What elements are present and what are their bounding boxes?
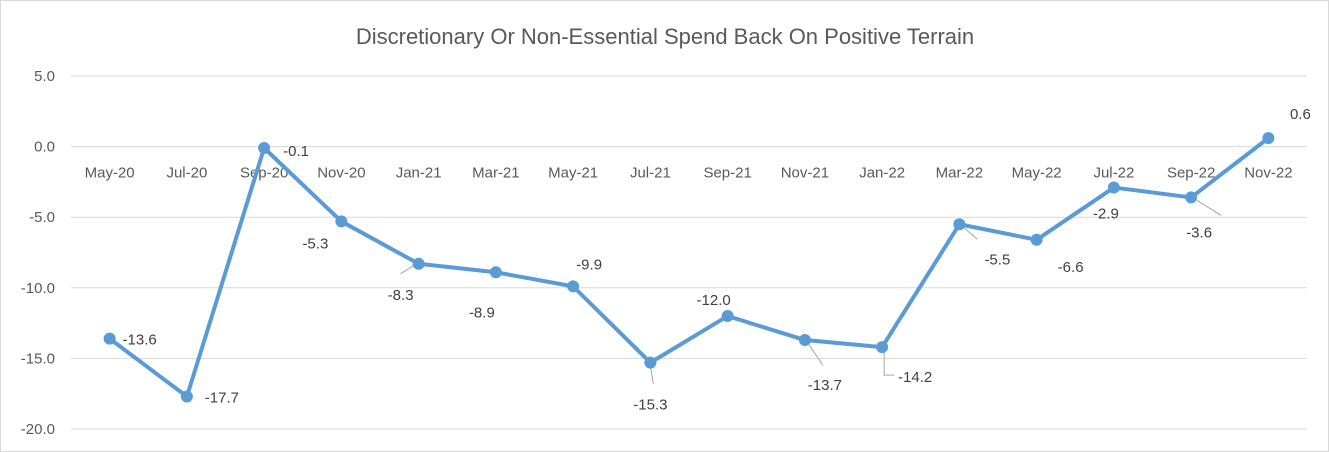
data-label: -9.9 <box>576 256 602 273</box>
x-category-label: May-22 <box>1012 165 1062 182</box>
data-point <box>1185 191 1198 204</box>
data-label: -15.3 <box>633 397 667 414</box>
x-category-label: Mar-21 <box>472 165 520 182</box>
data-markers <box>103 132 1275 403</box>
data-point <box>567 280 580 293</box>
label-leader-line <box>807 342 824 366</box>
x-category-label: Jan-21 <box>396 165 442 182</box>
data-label: -6.6 <box>1058 259 1084 276</box>
x-axis-categories: May-20 Jul-20 Sep-20 Nov-20 Jan-21 Mar-21 May-… <box>85 165 1293 182</box>
x-category-label: Jul-21 <box>630 165 671 182</box>
y-tick-label: -15.0 <box>21 350 55 367</box>
data-point <box>876 341 889 354</box>
x-category-label: Sep-20 <box>240 165 288 182</box>
gridlines <box>71 75 1307 430</box>
data-label: -17.7 <box>205 390 239 407</box>
x-category-label: Sep-21 <box>703 165 751 182</box>
y-tick-label: -20.0 <box>21 421 55 438</box>
data-point <box>1107 181 1120 194</box>
data-labels: -13.6 -17.7 -0.1 -5.3 -8.3 -8.9 -9.9 -15.3 -12.0… <box>123 106 1311 414</box>
data-point <box>1030 233 1043 246</box>
x-category-label: Jul-22 <box>1093 165 1134 182</box>
data-label: -8.3 <box>388 287 414 304</box>
y-tick-label: -5.0 <box>29 209 55 226</box>
x-category-label: May-21 <box>548 165 598 182</box>
data-point <box>721 310 734 323</box>
data-point <box>103 332 116 345</box>
label-leader-line <box>883 350 895 376</box>
data-label: -2.9 <box>1093 206 1119 223</box>
y-tick-label: 0.0 <box>34 139 55 156</box>
data-point <box>180 390 193 403</box>
x-category-label: Jul-20 <box>166 165 207 182</box>
data-point <box>489 266 502 279</box>
data-label: -8.9 <box>469 304 495 321</box>
data-label: -14.2 <box>898 369 932 386</box>
series-line-layer <box>107 136 1271 399</box>
label-leader-lines <box>400 200 1222 384</box>
label-leader-line <box>649 366 654 384</box>
label-leader-line <box>400 264 415 275</box>
data-label: 0.6 <box>1290 106 1311 123</box>
label-leader-line <box>1196 200 1222 216</box>
data-label: -5.3 <box>302 235 328 252</box>
label-leader-line <box>963 226 978 240</box>
x-category-label: Sep-22 <box>1167 165 1215 182</box>
data-point <box>1262 132 1275 145</box>
data-label: -12.0 <box>697 292 731 309</box>
data-label: -0.1 <box>283 143 309 160</box>
x-category-label: Mar-22 <box>936 165 984 182</box>
y-tick-label: -10.0 <box>21 280 55 297</box>
data-point <box>953 218 966 231</box>
data-point <box>644 356 657 369</box>
x-category-label: May-20 <box>85 165 135 182</box>
data-label: -3.6 <box>1186 224 1212 241</box>
x-category-label: Nov-21 <box>781 165 829 182</box>
data-label: -5.5 <box>984 251 1010 268</box>
data-point <box>412 257 425 270</box>
chart-title: Discretionary Or Non-Essential Spend Bac… <box>356 24 974 49</box>
data-point <box>798 334 811 347</box>
x-category-label: Jan-22 <box>859 165 905 182</box>
data-label: -13.7 <box>808 377 842 394</box>
y-tick-label: 5.0 <box>34 68 55 85</box>
x-category-label: Nov-20 <box>317 165 365 182</box>
data-point <box>335 215 348 228</box>
series-line <box>107 136 1271 399</box>
data-label: -13.6 <box>123 332 157 349</box>
x-category-label: Nov-22 <box>1244 165 1292 182</box>
y-axis-ticks: 5.0 0.0 -5.0 -10.0 -15.0 -20.0 <box>21 68 55 438</box>
data-point <box>258 142 271 155</box>
